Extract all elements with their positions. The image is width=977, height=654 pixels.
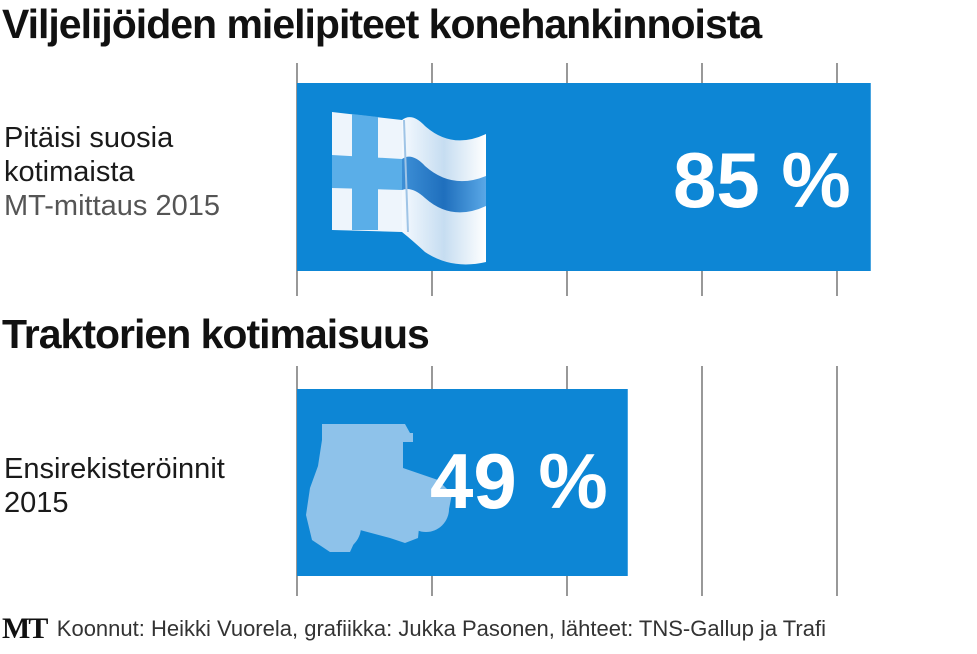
finnish-flag-icon xyxy=(332,112,486,265)
data-label: 49 % xyxy=(430,437,608,525)
data-label: 85 % xyxy=(673,136,851,224)
tractor-icon xyxy=(306,424,452,552)
chart-title-tractors: Traktorien kotimaisuus xyxy=(2,311,430,357)
footer: MT Koonnut: Heikki Vuorela, grafiikka: J… xyxy=(2,612,826,646)
category-label-line: kotimaista xyxy=(4,156,135,188)
category-sublabel: MT-mittaus 2015 xyxy=(4,190,220,222)
footer-credits: Koonnut: Heikki Vuorela, grafiikka: Jukk… xyxy=(56,616,826,641)
category-label-line: Pitäisi suosia xyxy=(4,122,174,154)
category-label-line: Ensirekisteröinnit xyxy=(4,453,225,485)
value-labels: 85 % 49 % xyxy=(430,136,851,525)
mt-logo: MT xyxy=(2,612,48,645)
category-label-line: 2015 xyxy=(4,487,69,519)
chart-title-opinions: Viljelijöiden mielipiteet konehankinnois… xyxy=(2,1,762,47)
category-label-registrations: Ensirekisteröinnit 2015 xyxy=(4,452,225,520)
category-label-domestic-preference: Pitäisi suosia kotimaista MT-mittaus 201… xyxy=(4,121,220,223)
